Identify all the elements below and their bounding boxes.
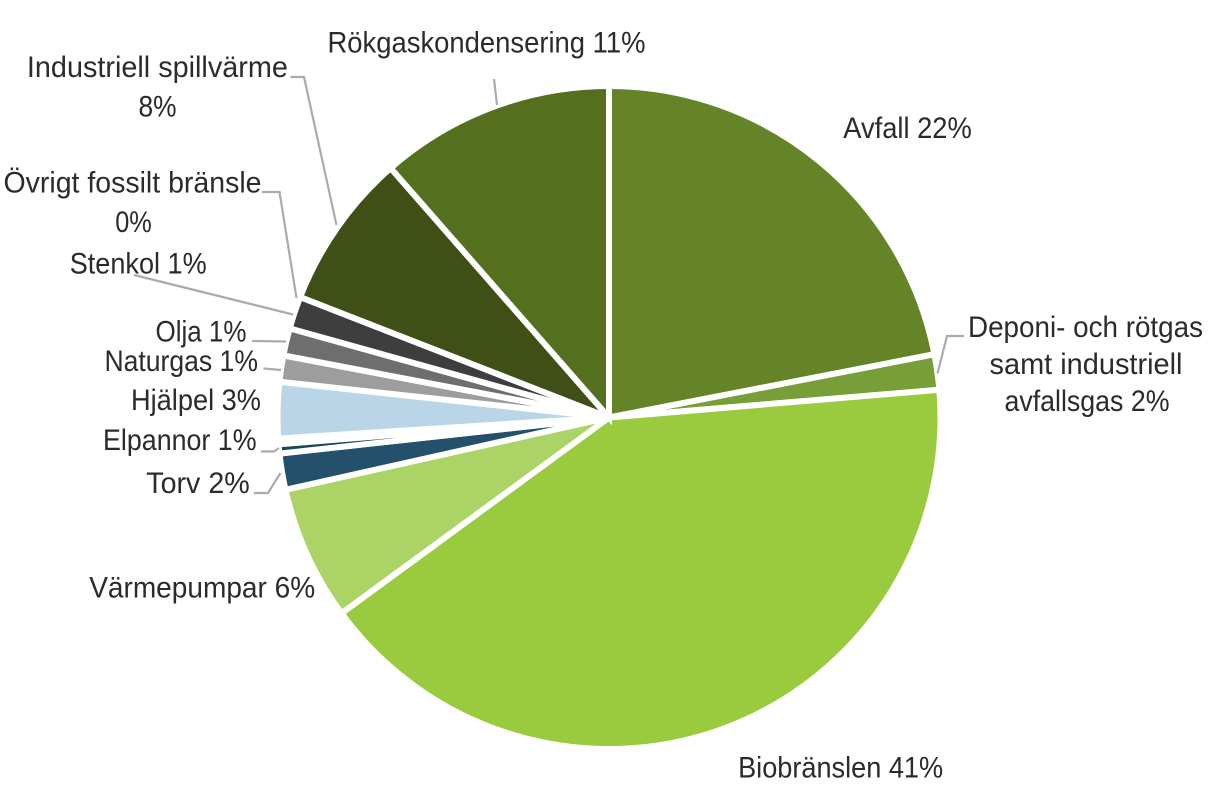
- svg-text:Biobränslen 41%: Biobränslen 41%: [738, 752, 943, 785]
- svg-text:samt industriell: samt industriell: [990, 348, 1183, 381]
- svg-text:Värmepumpar 6%: Värmepumpar 6%: [89, 572, 315, 605]
- svg-text:Stenkol 1%: Stenkol 1%: [70, 248, 207, 281]
- svg-text:Hjälpel 3%: Hjälpel 3%: [131, 384, 261, 417]
- svg-text:Avfall 22%: Avfall 22%: [843, 112, 972, 145]
- svg-text:Övrigt fossilt bränsle: Övrigt fossilt bränsle: [4, 167, 262, 200]
- svg-text:Rökgaskondensering 11%: Rökgaskondensering 11%: [328, 27, 646, 60]
- svg-text:Torv 2%: Torv 2%: [146, 467, 250, 500]
- svg-text:Naturgas 1%: Naturgas 1%: [104, 345, 258, 378]
- svg-text:Elpannor 1%: Elpannor 1%: [103, 424, 257, 457]
- svg-text:Deponi- och rötgas: Deponi- och rötgas: [968, 311, 1203, 344]
- svg-text:8%: 8%: [139, 91, 177, 124]
- svg-text:Industriell spillvärme: Industriell spillvärme: [27, 51, 288, 84]
- svg-text:0%: 0%: [115, 206, 152, 239]
- svg-text:Olja 1%: Olja 1%: [156, 316, 247, 349]
- svg-text:avfallsgas 2%: avfallsgas 2%: [1005, 385, 1170, 418]
